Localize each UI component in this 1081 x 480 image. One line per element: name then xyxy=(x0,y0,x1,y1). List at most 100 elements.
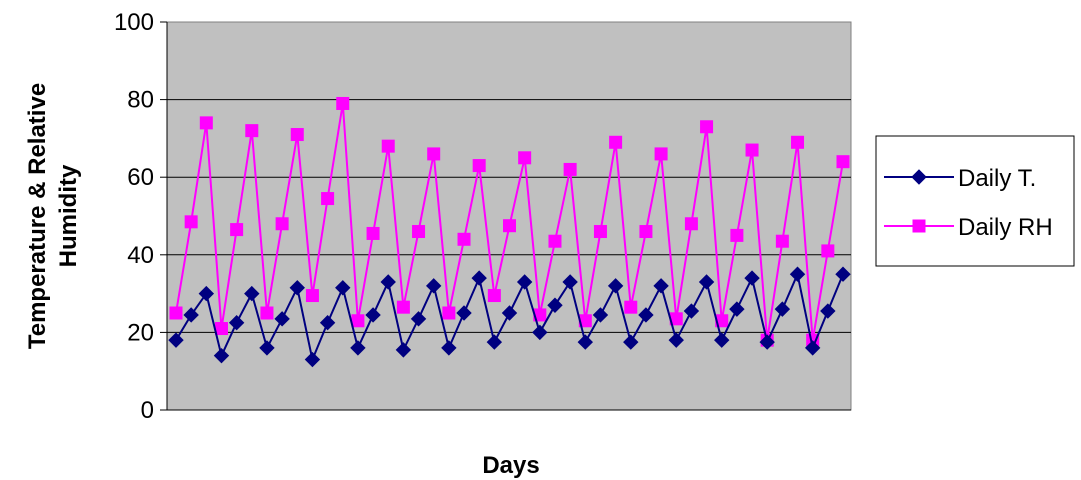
data-point-daily-t xyxy=(653,278,669,294)
data-point-daily-rh xyxy=(381,139,395,153)
gridlines xyxy=(167,99,851,333)
data-point-daily-rh xyxy=(199,116,213,130)
data-point-daily-rh xyxy=(245,124,259,138)
y-axis-title-line-1: Temperature & Relative xyxy=(24,83,51,349)
data-point-daily-t xyxy=(759,334,775,350)
data-point-daily-t xyxy=(744,270,760,286)
data-point-daily-t xyxy=(516,274,533,290)
data-point-daily-t xyxy=(486,334,503,350)
data-point-daily-rh xyxy=(336,96,350,110)
legend-swatches xyxy=(884,169,954,233)
data-point-daily-t xyxy=(789,266,806,282)
data-point-daily-t xyxy=(698,274,715,290)
data-point-daily-rh xyxy=(836,155,850,169)
data-point-daily-t xyxy=(592,307,609,323)
series-daily-rh xyxy=(169,96,850,347)
data-point-daily-rh xyxy=(730,228,744,242)
data-point-daily-rh xyxy=(366,226,380,240)
legend-marker-daily-rh xyxy=(912,219,926,233)
data-point-daily-t xyxy=(456,305,472,321)
data-point-daily-t xyxy=(441,340,457,356)
data-point-daily-t xyxy=(532,324,548,341)
data-point-daily-t xyxy=(562,274,578,290)
data-point-daily-rh xyxy=(775,234,789,248)
data-point-daily-t xyxy=(471,270,487,286)
y-tick-label: 40 xyxy=(127,242,154,269)
legend-label-daily-rh: Daily RH xyxy=(958,214,1053,241)
data-point-daily-rh xyxy=(412,225,426,239)
data-point-daily-rh xyxy=(821,244,835,258)
data-point-daily-t xyxy=(577,334,594,350)
data-point-daily-t xyxy=(607,278,624,294)
data-point-daily-t xyxy=(820,303,836,319)
legend-label-daily-t: Daily T. xyxy=(958,165,1036,192)
data-point-daily-rh xyxy=(427,147,441,161)
data-point-daily-t xyxy=(804,340,821,356)
data-point-daily-t xyxy=(683,303,700,319)
y-tick-label: 20 xyxy=(127,319,154,346)
data-point-daily-t xyxy=(244,285,260,302)
data-point-daily-rh xyxy=(396,300,410,314)
data-point-daily-t xyxy=(638,307,654,323)
data-point-daily-t xyxy=(198,285,215,302)
x-axis-title: Days xyxy=(482,452,539,479)
data-point-daily-rh xyxy=(260,306,274,320)
data-point-daily-t xyxy=(259,340,275,356)
data-point-daily-t xyxy=(168,332,184,348)
data-point-daily-rh xyxy=(230,223,244,237)
series-layer xyxy=(168,96,851,368)
data-point-daily-rh xyxy=(518,151,532,165)
y-tick-label: 60 xyxy=(127,164,154,191)
y-axis-title-line-2: Humidity xyxy=(55,164,82,267)
data-point-daily-rh xyxy=(351,314,365,328)
data-point-daily-rh xyxy=(654,147,668,161)
data-point-daily-t xyxy=(380,274,396,290)
y-axis: 0 20 40 60 80 100 xyxy=(114,9,851,424)
legend: Daily T. Daily RH xyxy=(875,135,1075,267)
y-tick-label: 0 xyxy=(141,397,154,424)
data-point-daily-rh xyxy=(548,234,562,248)
data-point-daily-t xyxy=(425,278,442,294)
data-point-daily-t xyxy=(547,297,563,313)
data-point-daily-t xyxy=(623,334,639,350)
data-point-daily-t xyxy=(350,340,366,356)
data-point-daily-rh xyxy=(745,143,759,157)
data-point-daily-rh xyxy=(457,232,471,246)
data-point-daily-t xyxy=(395,342,412,358)
legend-marker-daily-t xyxy=(911,169,927,185)
data-point-daily-t xyxy=(365,307,381,323)
data-point-daily-t xyxy=(835,266,851,282)
y-tick-label: 80 xyxy=(127,87,154,114)
series-daily-t xyxy=(168,266,851,368)
legend-box xyxy=(875,135,1075,267)
data-point-daily-rh xyxy=(290,128,304,142)
data-point-daily-rh xyxy=(275,217,289,231)
data-point-daily-rh xyxy=(639,225,653,239)
data-point-daily-t xyxy=(668,332,684,348)
data-point-daily-rh xyxy=(624,300,638,314)
data-point-daily-rh xyxy=(609,135,623,149)
data-point-daily-t xyxy=(335,280,351,296)
data-point-daily-rh xyxy=(791,135,805,149)
data-point-daily-t xyxy=(319,314,336,331)
data-point-daily-t xyxy=(213,347,230,364)
data-point-daily-t xyxy=(304,351,321,368)
data-point-daily-t xyxy=(289,280,305,296)
y-tick-label: 100 xyxy=(114,9,154,36)
data-point-daily-t xyxy=(274,311,290,327)
data-point-daily-rh xyxy=(321,192,335,206)
data-point-daily-t xyxy=(183,307,199,323)
data-point-daily-t xyxy=(714,332,730,348)
data-point-daily-rh xyxy=(700,120,714,134)
data-point-daily-t xyxy=(410,311,427,327)
data-point-daily-rh xyxy=(305,289,319,303)
data-point-daily-rh xyxy=(593,225,607,239)
data-point-daily-rh xyxy=(563,162,577,176)
data-point-daily-rh xyxy=(684,217,698,231)
plot-area xyxy=(166,21,852,411)
data-point-daily-t xyxy=(729,301,745,317)
data-point-daily-rh xyxy=(442,306,456,320)
data-point-daily-rh xyxy=(503,219,516,233)
data-point-daily-t xyxy=(228,314,245,331)
